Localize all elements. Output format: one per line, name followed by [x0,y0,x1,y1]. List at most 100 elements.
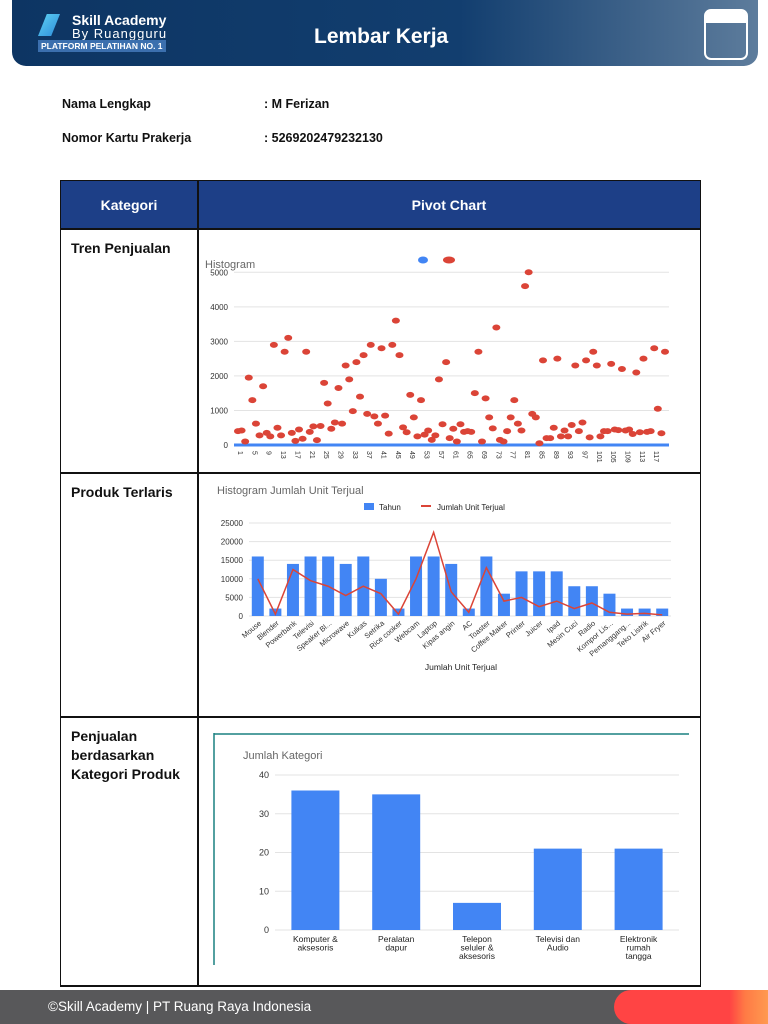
data-point [445,435,454,442]
x-tick-label: 77 [509,451,516,459]
data-point [316,423,325,429]
footer-accent [614,990,768,1024]
data-point [578,419,587,426]
data-point [650,345,659,352]
bar [453,902,501,930]
row-divider [61,716,700,718]
data-point [513,420,522,427]
x-tick-label: Elektronik [620,934,658,944]
data-point [442,359,451,366]
data-point [298,435,307,442]
data-point [492,324,501,331]
data-point [582,357,591,364]
data-point [614,427,623,434]
card-value: : 5269202479232130 [264,131,383,145]
x-tick-label: 81 [523,451,530,459]
header-kategori: Kategori [61,181,197,229]
data-point [381,412,390,419]
x-tick-label: 73 [494,451,501,459]
data-point [320,379,329,386]
page-title: Lembar Kerja [314,25,449,48]
row-label-kategori: Penjualan berdasarkan Kategori Produk [71,728,180,782]
x-tick-label: 17 [293,451,300,459]
worksheet-table: Kategori Pivot Chart Tren Penjualan Prod… [60,180,701,986]
data-point [531,414,540,421]
data-point [574,428,583,435]
y-tick-label: 0 [224,441,229,450]
data-point [259,383,268,390]
data-point [589,348,598,355]
data-point [395,352,404,359]
x-tick-label: 41 [380,451,387,459]
data-point [363,410,372,417]
data-point [564,433,573,440]
logo-tagline: PLATFORM PELATIHAN NO. 1 [38,40,166,52]
x-tick-label: 53 [423,451,430,459]
x-tick-label: rumah [627,943,651,953]
data-point [356,393,364,400]
x-tick-label: 13 [279,451,286,459]
data-point [384,430,393,437]
column-divider [197,181,199,985]
data-point [388,341,397,348]
data-point [481,395,490,402]
data-point [499,438,508,445]
data-point [291,437,300,444]
data-point [628,430,637,437]
footer: ©Skill Academy | PT Ruang Raya Indonesia [0,990,768,1024]
data-point [506,414,515,421]
data-point [338,420,347,427]
bar [339,563,352,616]
y-tick-label: 5000 [210,268,228,277]
x-tick-label: 25 [322,451,329,459]
data-point [657,430,666,437]
data-point [391,317,400,324]
x-tick-label: aksesoris [459,951,495,961]
data-point [556,433,565,440]
data-point [427,436,436,443]
y-tick-label: 25000 [221,519,244,528]
x-tick-label: 117 [652,451,659,462]
bar [427,556,440,616]
data-point [434,376,443,383]
data-point [488,425,497,432]
data-point [567,421,576,428]
bar [291,790,340,930]
y-tick-label: 30 [259,809,269,819]
x-tick-label: 29 [336,451,343,459]
data-point [470,390,479,397]
data-point [625,426,634,433]
x-tick-label: 113 [638,451,645,462]
data-point [373,420,382,427]
legend-marker [418,256,428,264]
data-point [452,438,461,445]
series-line [257,529,663,616]
x-tick-label: dapur [385,943,407,953]
name-label: Nama Lengkap [62,97,151,111]
chart-title: Jumlah Kategori [243,750,323,762]
data-point [646,428,655,435]
x-tick-label: 101 [595,451,602,463]
data-point [596,433,605,440]
y-tick-label: 3000 [210,337,228,346]
row-divider [61,472,700,474]
data-point [370,413,379,420]
data-point [255,432,264,439]
bar [533,848,582,930]
x-tick-label: aksesoris [297,943,333,953]
data-point [424,427,433,434]
legend-swatch [364,503,374,510]
x-tick-label: 49 [408,451,415,459]
legend-label: Tahun [379,503,401,512]
y-tick-label: 15000 [221,556,244,565]
bar [251,556,264,616]
bar [392,608,405,616]
skill-academy-logo-icon [38,14,60,36]
bar [515,571,528,616]
data-point [295,426,303,433]
data-point [553,355,562,362]
data-point [330,419,339,426]
header-pivot-chart: Pivot Chart [198,181,700,229]
data-point [585,434,594,441]
bar [497,593,510,616]
